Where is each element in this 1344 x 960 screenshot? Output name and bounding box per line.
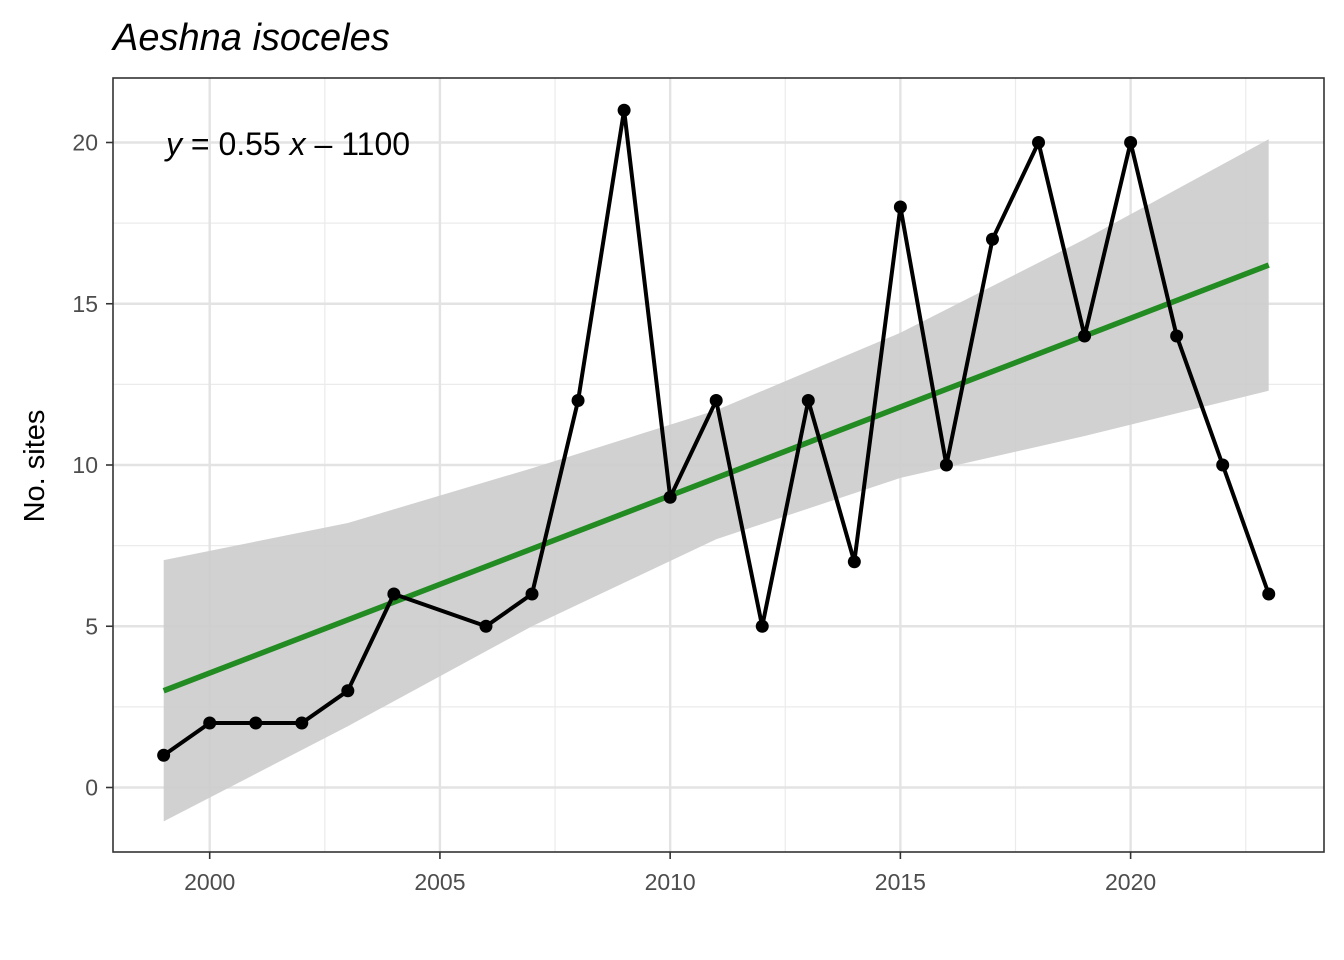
data-point bbox=[1032, 136, 1046, 149]
data-point bbox=[571, 394, 585, 407]
data-point bbox=[1216, 458, 1230, 472]
y-tick-label: 20 bbox=[72, 130, 98, 156]
x-tick-label: 2015 bbox=[875, 869, 926, 895]
data-point bbox=[249, 716, 263, 730]
data-point bbox=[985, 232, 999, 246]
y-axis-title: No. sites bbox=[19, 410, 51, 523]
data-point bbox=[755, 619, 769, 633]
data-point bbox=[341, 684, 355, 698]
data-point bbox=[617, 103, 631, 117]
y-tick-label: 5 bbox=[85, 613, 98, 639]
equation-y: y bbox=[164, 126, 184, 162]
series-line bbox=[162, 108, 1271, 757]
data-point bbox=[1262, 587, 1276, 601]
regression-equation: y = 0.55 x – 1100 bbox=[164, 126, 410, 162]
data-points bbox=[157, 103, 1276, 762]
plot-panel: y = 0.55 x – 1100 bbox=[112, 77, 1325, 853]
x-tick-label: 2020 bbox=[1105, 869, 1156, 895]
equation-slope: = 0.55 bbox=[182, 126, 290, 162]
x-axis: 2000 2005 2010 2015 2020 bbox=[184, 852, 1156, 895]
data-point bbox=[1078, 329, 1092, 343]
data-point bbox=[939, 458, 953, 472]
data-point bbox=[663, 490, 677, 504]
y-tick-label: 10 bbox=[72, 452, 98, 478]
data-point bbox=[387, 587, 401, 601]
data-point bbox=[893, 200, 907, 214]
y-tick-label: 0 bbox=[85, 775, 98, 801]
equation-x: x bbox=[288, 126, 307, 162]
y-axis: 0 5 10 15 20 bbox=[72, 130, 113, 801]
equation-intercept: – 1100 bbox=[306, 126, 410, 162]
data-point bbox=[847, 555, 861, 569]
x-tick-label: 2010 bbox=[645, 869, 696, 895]
data-point bbox=[295, 716, 309, 730]
data-point bbox=[1170, 329, 1184, 343]
chart-title: Aeshna isoceles bbox=[111, 17, 390, 59]
x-tick-label: 2005 bbox=[414, 869, 465, 895]
data-point bbox=[709, 394, 723, 407]
data-point bbox=[479, 619, 493, 633]
x-tick-label: 2000 bbox=[184, 869, 235, 895]
data-point bbox=[203, 716, 217, 730]
y-tick-label: 15 bbox=[72, 291, 98, 317]
data-point bbox=[157, 748, 171, 762]
data-point bbox=[1124, 136, 1138, 149]
data-point bbox=[801, 394, 815, 407]
data-point bbox=[525, 587, 539, 601]
